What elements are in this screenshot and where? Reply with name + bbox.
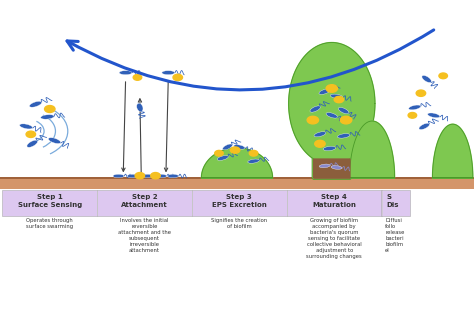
Ellipse shape: [162, 71, 174, 75]
Circle shape: [326, 85, 337, 92]
Ellipse shape: [27, 140, 37, 147]
Circle shape: [408, 112, 417, 118]
Circle shape: [215, 150, 223, 156]
Text: Step 1
Surface Sensing: Step 1 Surface Sensing: [18, 194, 82, 208]
Ellipse shape: [41, 115, 54, 119]
Text: Signifies the creation
of biofilm: Signifies the creation of biofilm: [211, 218, 267, 229]
FancyBboxPatch shape: [2, 190, 98, 216]
Ellipse shape: [319, 164, 330, 168]
Ellipse shape: [248, 159, 259, 163]
Polygon shape: [350, 121, 394, 178]
Ellipse shape: [314, 132, 326, 137]
Circle shape: [26, 131, 36, 137]
Ellipse shape: [29, 101, 42, 107]
Polygon shape: [432, 124, 473, 178]
Polygon shape: [201, 148, 273, 178]
Ellipse shape: [48, 138, 61, 143]
Ellipse shape: [113, 174, 124, 178]
Circle shape: [151, 173, 160, 179]
FancyBboxPatch shape: [97, 190, 192, 216]
Circle shape: [416, 90, 426, 96]
Circle shape: [340, 116, 352, 124]
Text: Operates through
surface swarming: Operates through surface swarming: [26, 218, 73, 229]
Text: Growing of biofilm
accompanied by
bacteria's quorum
sensing to facilitate
collec: Growing of biofilm accompanied by bacter…: [306, 218, 362, 259]
Text: Step 4
Maturation: Step 4 Maturation: [312, 194, 356, 208]
Ellipse shape: [127, 174, 138, 178]
Circle shape: [133, 75, 142, 80]
Ellipse shape: [338, 107, 349, 114]
Text: Step 2
Attachment: Step 2 Attachment: [121, 194, 168, 208]
FancyBboxPatch shape: [312, 139, 352, 179]
FancyBboxPatch shape: [381, 190, 410, 216]
Ellipse shape: [217, 155, 228, 161]
Bar: [0, 177, 474, 189]
Ellipse shape: [223, 144, 232, 150]
Polygon shape: [289, 43, 375, 165]
Ellipse shape: [234, 145, 245, 149]
Text: S
Dis: S Dis: [387, 194, 399, 208]
Ellipse shape: [310, 106, 320, 112]
Ellipse shape: [19, 124, 33, 129]
Ellipse shape: [119, 71, 132, 75]
Ellipse shape: [167, 174, 179, 178]
Ellipse shape: [141, 174, 153, 178]
Ellipse shape: [428, 113, 440, 118]
Ellipse shape: [409, 105, 421, 110]
Ellipse shape: [337, 134, 350, 138]
Ellipse shape: [422, 76, 431, 82]
Circle shape: [439, 73, 447, 79]
FancyBboxPatch shape: [313, 158, 351, 179]
Circle shape: [45, 106, 55, 112]
Circle shape: [315, 140, 325, 147]
Circle shape: [307, 116, 319, 124]
Bar: [0, 177, 474, 179]
Ellipse shape: [331, 166, 342, 169]
FancyArrowPatch shape: [67, 30, 434, 90]
Ellipse shape: [319, 89, 330, 94]
Text: Step 3
EPS Excretion: Step 3 EPS Excretion: [212, 194, 267, 208]
FancyBboxPatch shape: [191, 190, 287, 216]
Ellipse shape: [330, 94, 343, 99]
Ellipse shape: [326, 112, 337, 118]
Circle shape: [230, 147, 240, 153]
Circle shape: [135, 173, 145, 179]
Circle shape: [249, 150, 258, 156]
Ellipse shape: [323, 146, 336, 151]
Text: Diffusi
follo
release
bacteri
biofilm
el: Diffusi follo release bacteri biofilm el: [385, 218, 404, 253]
Ellipse shape: [419, 123, 429, 130]
Ellipse shape: [155, 174, 167, 178]
Ellipse shape: [137, 103, 143, 112]
Circle shape: [173, 74, 182, 81]
Circle shape: [334, 96, 344, 103]
FancyBboxPatch shape: [286, 190, 382, 216]
Text: Involves the initial
reversible
attachment and the
subsequent
irreversible
attac: Involves the initial reversible attachme…: [118, 218, 171, 253]
